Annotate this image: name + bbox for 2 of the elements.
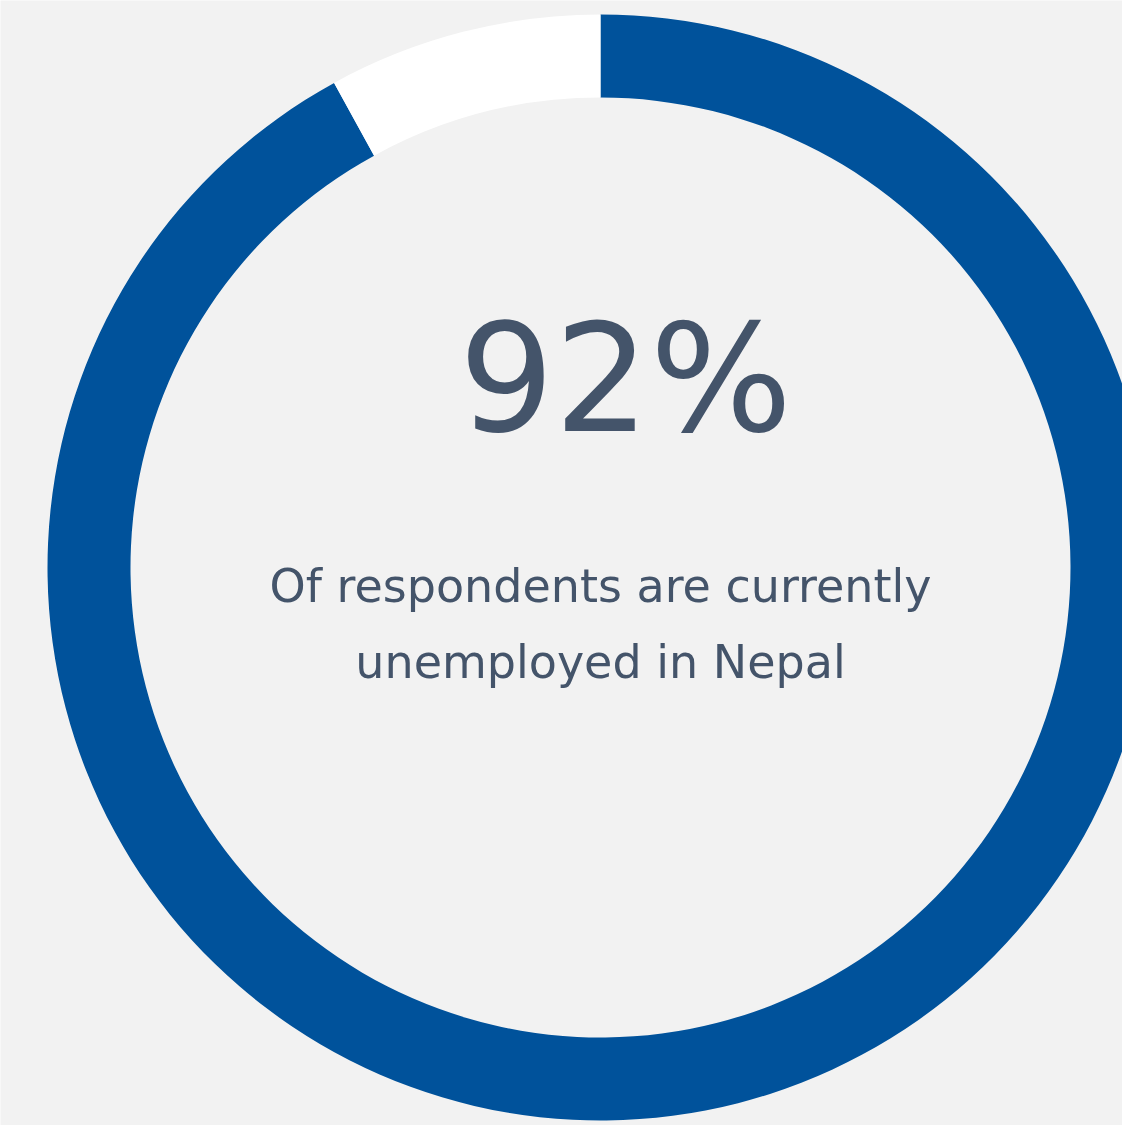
- data-label: 92%: [458, 291, 793, 466]
- text: Of respondents are currently unemployed in Nepal: [269, 558, 932, 689]
